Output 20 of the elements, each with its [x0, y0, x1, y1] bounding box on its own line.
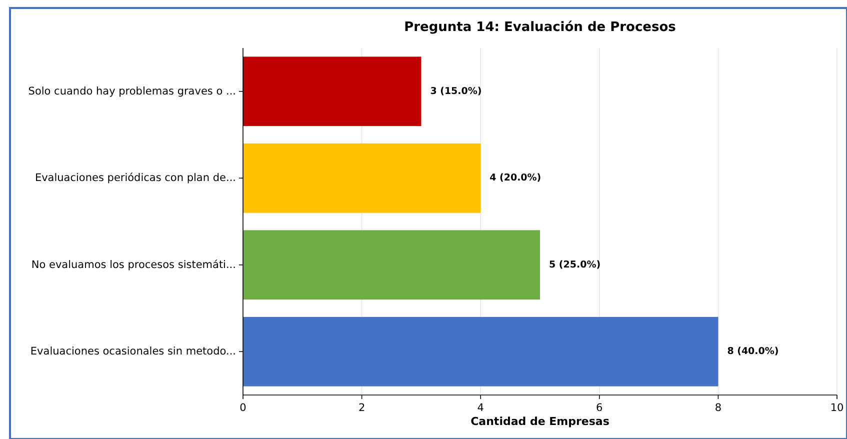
- y-tick-label: Evaluaciones periódicas con plan de...: [34, 172, 236, 184]
- x-tick-label: 6: [596, 402, 604, 414]
- y-tick-label: No evaluamos los procesos sistemáti...: [31, 258, 236, 271]
- data-label: 8 (40.0%): [727, 346, 779, 358]
- x-tick-label: 2: [358, 402, 366, 414]
- x-tick-label: 8: [714, 402, 722, 414]
- x-tick-label: 10: [830, 402, 844, 414]
- x-tick-label: 4: [477, 402, 484, 414]
- chart-title: Pregunta 14: Evaluación de Procesos: [404, 20, 676, 35]
- bar: [243, 56, 422, 126]
- data-label: 3 (15.0%): [430, 86, 482, 97]
- bar: [243, 230, 540, 300]
- x-axis-title: Cantidad de Empresas: [470, 415, 610, 428]
- x-tick-label: 0: [240, 402, 246, 414]
- data-label: 5 (25.0%): [549, 259, 601, 270]
- bar: [243, 143, 481, 213]
- bar: [243, 316, 718, 386]
- data-label: 4 (20.0%): [490, 172, 542, 184]
- y-tick-label: Evaluaciones ocasionales sin metodo...: [30, 346, 236, 358]
- y-tick-label: Solo cuando hay problemas graves o ...: [28, 85, 236, 98]
